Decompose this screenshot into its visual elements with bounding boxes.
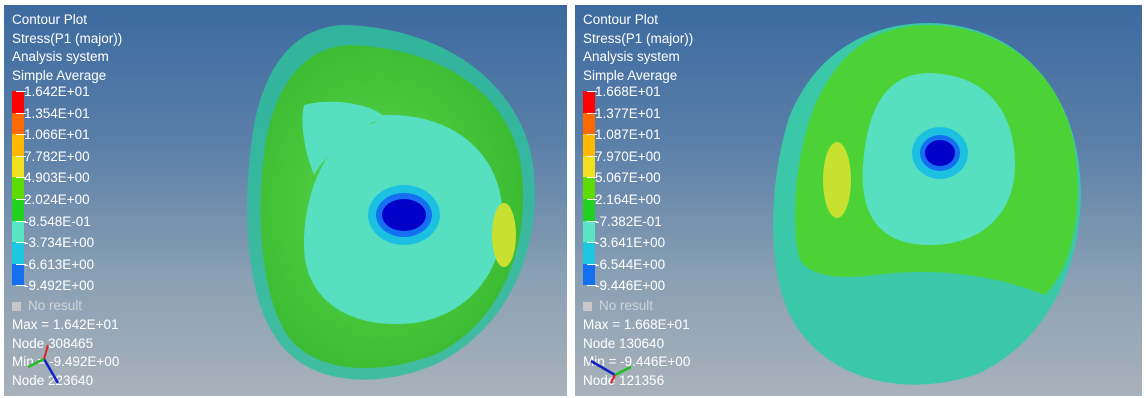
max-node: Node 130640 xyxy=(583,335,665,351)
averaging-method: Simple Average xyxy=(12,67,107,83)
yellow-patch xyxy=(823,142,851,218)
legend-tick xyxy=(587,155,597,157)
legend-tick xyxy=(16,220,26,222)
legend-label: 7.970E+00 xyxy=(595,148,661,164)
legend-swatch xyxy=(583,112,595,135)
legend-label: 1.377E+01 xyxy=(595,105,661,121)
legend-swatch xyxy=(583,199,595,221)
legend-label: -7.382E-01 xyxy=(595,213,662,229)
stress-spot-core xyxy=(382,199,426,231)
cyan-band-top xyxy=(302,101,384,175)
legend-swatch xyxy=(12,263,24,286)
legend-label: 1.087E+01 xyxy=(595,127,661,143)
min-node: Node 223640 xyxy=(12,372,94,388)
legend-label: 1.354E+01 xyxy=(24,105,90,121)
legend-swatch xyxy=(583,155,595,178)
max-value: Max = 1.668E+01 xyxy=(583,317,690,332)
no-result-swatch xyxy=(12,301,21,311)
legend-swatch xyxy=(12,91,24,113)
legend-label: 4.903E+00 xyxy=(24,170,90,186)
stress-spot-core xyxy=(925,140,955,166)
min-value: Min = -9.492E+00 xyxy=(12,354,120,370)
contour-legend: 1.668E+01 1.377E+01 1.087E+01 7.970E+00 5.06… xyxy=(583,84,723,300)
legend-tick xyxy=(16,242,26,244)
legend-swatch xyxy=(12,134,24,156)
legend-label: 1.066E+01 xyxy=(24,127,90,143)
legend-tick xyxy=(587,263,597,265)
max-value: Max = 1.642E+01 xyxy=(12,317,119,332)
legend-swatch xyxy=(583,177,595,199)
legend-label: 2.164E+00 xyxy=(595,192,661,207)
coordinate-triad-icon[interactable] xyxy=(18,341,78,391)
legend-swatch xyxy=(12,155,24,178)
coordinate-system: Analysis system xyxy=(12,49,109,65)
no-result-entry: No result xyxy=(583,298,653,313)
no-result-label: No result xyxy=(599,298,654,313)
averaging-method: Simple Average xyxy=(583,67,678,83)
legend-label: 5.067E+00 xyxy=(595,170,661,186)
legend-label: -9.492E+00 xyxy=(24,278,95,294)
legend-tick xyxy=(16,155,26,157)
femur-head-model-left[interactable] xyxy=(4,5,567,396)
coordinate-system: Analysis system xyxy=(583,49,680,65)
result-type: Stress(P1 (major)) xyxy=(583,30,694,46)
legend-tick xyxy=(587,112,597,114)
yellow-patch xyxy=(492,203,516,267)
legend-tick xyxy=(16,199,26,200)
legend-swatch xyxy=(583,134,595,156)
legend-tick xyxy=(587,242,597,244)
min-node: Node 121356 xyxy=(583,372,665,388)
min-max-stats: Max = 1.642E+01 Node 308465 Min = -9.492… xyxy=(12,316,119,390)
legend-tick xyxy=(16,134,26,136)
legend-label: -6.544E+00 xyxy=(595,256,666,272)
contour-header: Contour Plot Stress(P1 (major)) Analysis… xyxy=(12,11,122,85)
no-result-entry: No result xyxy=(12,298,82,313)
viewport-left[interactable]: Contour Plot Stress(P1 (major)) Analysis… xyxy=(4,5,567,396)
min-value: Min = -9.446E+00 xyxy=(583,354,691,370)
legend-label: -8.548E-01 xyxy=(24,213,91,229)
legend-tick xyxy=(16,91,26,92)
femur-head-model-right[interactable] xyxy=(575,5,1142,396)
coordinate-triad-icon[interactable] xyxy=(585,341,645,391)
legend-tick xyxy=(16,112,26,114)
no-result-swatch xyxy=(583,301,592,311)
legend-swatch xyxy=(583,91,595,113)
legend-label: -3.734E+00 xyxy=(24,235,95,251)
legend-swatch xyxy=(12,199,24,221)
plot-title: Contour Plot xyxy=(12,12,88,27)
legend-swatch xyxy=(583,263,595,286)
legend-swatch xyxy=(12,112,24,135)
legend-swatch xyxy=(12,177,24,199)
plot-title: Contour Plot xyxy=(583,12,659,27)
no-result-label: No result xyxy=(28,298,83,313)
legend-tick xyxy=(587,220,597,222)
legend-tick xyxy=(16,177,26,179)
viewport-right[interactable]: Contour Plot Stress(P1 (major)) Analysis… xyxy=(575,5,1142,396)
legend-swatch xyxy=(583,220,595,243)
legend-label: 7.782E+00 xyxy=(24,148,90,164)
result-type: Stress(P1 (major)) xyxy=(12,30,123,46)
legend-tick xyxy=(16,263,26,265)
legend-tick xyxy=(587,134,597,136)
legend-label: -9.446E+00 xyxy=(595,278,666,294)
legend-tick xyxy=(587,199,597,200)
legend-tick xyxy=(587,177,597,179)
legend-tick xyxy=(587,285,597,287)
max-node: Node 308465 xyxy=(12,335,94,351)
legend-tick xyxy=(587,91,597,92)
contour-legend: 1.642E+01 1.354E+01 1.066E+01 7.782E+00 4.90… xyxy=(12,84,152,300)
legend-swatch xyxy=(583,242,595,264)
legend-label: -3.641E+00 xyxy=(595,235,666,251)
legend-label: 1.668E+01 xyxy=(595,84,661,99)
legend-label: 2.024E+00 xyxy=(24,192,90,207)
legend-tick xyxy=(16,285,26,287)
legend-swatch xyxy=(12,220,24,243)
contour-header: Contour Plot Stress(P1 (major)) Analysis… xyxy=(583,11,693,85)
legend-label: -6.613E+00 xyxy=(24,256,95,272)
min-max-stats: Max = 1.668E+01 Node 130640 Min = -9.446… xyxy=(583,316,690,390)
legend-label: 1.642E+01 xyxy=(24,84,90,99)
legend-swatch xyxy=(12,242,24,264)
